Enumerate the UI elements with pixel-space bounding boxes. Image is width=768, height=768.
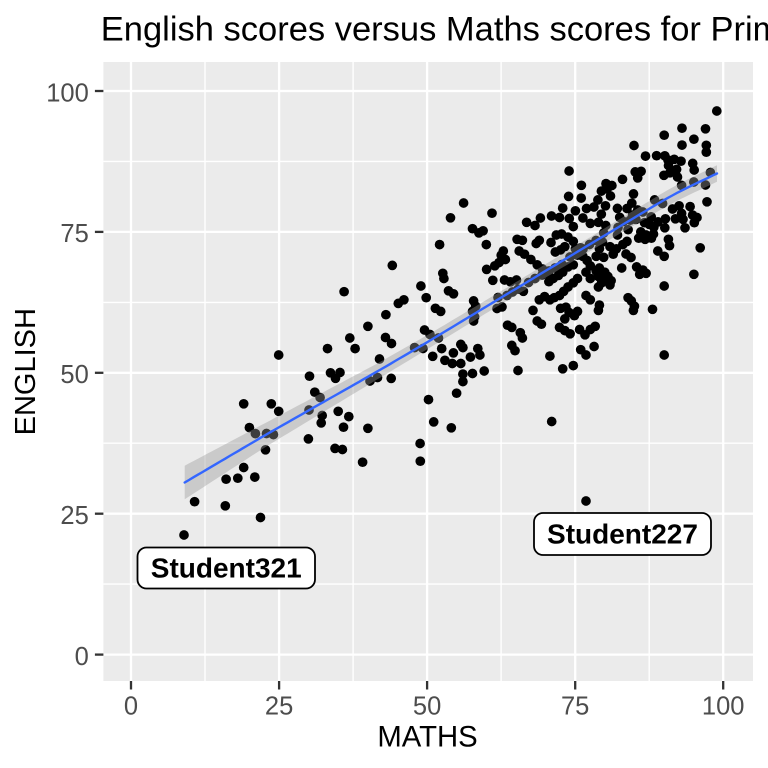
svg-text:100: 100	[46, 79, 89, 107]
svg-text:75: 75	[60, 220, 88, 248]
svg-text:25: 25	[265, 693, 293, 721]
svg-text:MATHS: MATHS	[377, 721, 477, 754]
svg-text:Student321: Student321	[151, 553, 302, 584]
svg-text:English scores versus Maths sc: English scores versus Maths scores for P…	[101, 11, 768, 49]
svg-text:50: 50	[413, 693, 441, 721]
svg-text:100: 100	[702, 693, 745, 721]
svg-text:50: 50	[60, 361, 88, 389]
svg-text:25: 25	[60, 502, 88, 530]
svg-text:0: 0	[124, 693, 138, 721]
svg-text:75: 75	[561, 693, 589, 721]
svg-text:0: 0	[75, 643, 89, 671]
svg-text:Student227: Student227	[547, 519, 698, 550]
svg-text:ENGLISH: ENGLISH	[10, 308, 42, 435]
